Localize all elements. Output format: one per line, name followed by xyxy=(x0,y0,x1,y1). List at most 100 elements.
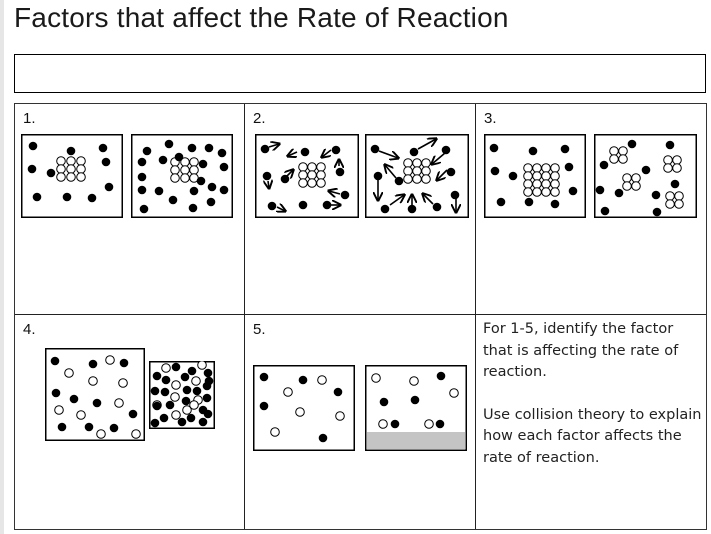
hollow-particle-icon xyxy=(532,171,542,181)
hollow-particle-icon xyxy=(307,178,317,188)
solid-particle-icon xyxy=(331,145,341,155)
factor-grid: 1. 2. 3. 4. 5. For 1-5, identify the fac… xyxy=(14,103,707,530)
solid-particle-icon xyxy=(627,139,637,149)
hollow-particle-icon xyxy=(631,181,641,191)
solid-particle-icon xyxy=(137,157,147,167)
hollow-particle-icon xyxy=(532,187,542,197)
hollow-particle-icon xyxy=(674,191,684,201)
solid-particle-icon xyxy=(651,190,661,200)
solid-particle-icon xyxy=(32,192,42,202)
hollow-particle-icon xyxy=(189,400,199,410)
hollow-particle-icon xyxy=(56,172,66,182)
solid-particle-icon xyxy=(165,400,175,410)
hollow-particle-icon xyxy=(609,154,619,164)
hollow-particle-icon xyxy=(270,427,280,437)
solid-particle-icon xyxy=(46,168,56,178)
hollow-particle-icon xyxy=(88,376,98,386)
solid-particle-icon xyxy=(137,185,147,195)
solid-particle-icon xyxy=(259,372,269,382)
solid-particle-icon xyxy=(119,358,129,368)
hollow-particle-icon xyxy=(674,199,684,209)
hollow-particle-icon xyxy=(197,361,207,370)
particle-diagram-left xyxy=(484,134,586,218)
solid-particle-icon xyxy=(300,147,310,157)
hollow-particle-icon xyxy=(161,363,171,373)
hollow-particle-icon xyxy=(412,158,422,168)
particle-diagram-right xyxy=(594,134,697,218)
hollow-particle-icon xyxy=(403,174,413,184)
solid-particle-icon xyxy=(528,146,538,156)
solid-particle-icon xyxy=(152,371,162,381)
cell-factor-5: 5. xyxy=(245,315,475,529)
hollow-particle-icon xyxy=(409,376,419,386)
motion-arrow-icon xyxy=(288,152,298,156)
solid-particle-icon xyxy=(187,143,197,153)
hollow-particle-icon xyxy=(114,398,124,408)
motion-arrow-icon xyxy=(385,165,397,179)
solid-particle-icon xyxy=(600,206,610,216)
hollow-particle-icon xyxy=(541,171,551,181)
hollow-particle-icon xyxy=(449,388,459,398)
solid-particle-icon xyxy=(69,394,79,404)
solid-particle-icon xyxy=(298,375,308,385)
hollow-particle-icon xyxy=(131,429,141,439)
solid-particle-icon xyxy=(109,423,119,433)
motion-arrow-icon xyxy=(268,144,279,147)
hollow-particle-icon xyxy=(609,146,619,156)
hollow-particle-icon xyxy=(180,173,190,183)
particle-diagram-left xyxy=(21,134,123,218)
page-title: Factors that affect the Rate of Reaction xyxy=(14,2,509,33)
solid-particle-icon xyxy=(435,419,445,429)
cell-number: 3. xyxy=(484,110,497,127)
solid-particle-icon xyxy=(496,197,506,207)
hollow-particle-icon xyxy=(76,410,86,420)
solid-particle-icon xyxy=(154,186,164,196)
solid-particle-icon xyxy=(665,140,675,150)
hollow-particle-icon xyxy=(316,178,326,188)
hollow-particle-icon xyxy=(54,405,64,415)
hollow-particle-icon xyxy=(622,173,632,183)
hollow-particle-icon xyxy=(298,178,308,188)
hollow-particle-icon xyxy=(550,163,560,173)
page-left-edge xyxy=(0,0,4,534)
solid-particle-icon xyxy=(104,182,114,192)
hollow-particle-icon xyxy=(421,174,431,184)
hollow-particle-icon xyxy=(335,411,345,421)
solid-particle-icon xyxy=(335,167,345,177)
solid-particle-icon xyxy=(380,204,390,214)
solid-particle-icon xyxy=(407,204,417,214)
solid-particle-icon xyxy=(159,413,169,423)
solid-particle-icon xyxy=(150,386,160,396)
hollow-particle-icon xyxy=(412,166,422,176)
hollow-particle-icon xyxy=(316,170,326,180)
particle-diagram-left xyxy=(255,134,359,218)
solid-particle-icon xyxy=(508,171,518,181)
solid-particle-icon xyxy=(180,372,190,382)
solid-particle-icon xyxy=(196,176,206,186)
answer-input-box[interactable] xyxy=(14,54,706,93)
hollow-particle-icon xyxy=(523,171,533,181)
particle-diagram-right xyxy=(365,365,467,451)
solid-particle-icon xyxy=(160,387,170,397)
solid-particle-icon xyxy=(192,386,202,396)
solid-particle-icon xyxy=(217,148,227,158)
hollow-particle-icon xyxy=(541,179,551,189)
hollow-particle-icon xyxy=(317,375,327,385)
solid-particle-icon xyxy=(441,145,451,155)
solid-particle-icon xyxy=(98,143,108,153)
solid-particle-icon xyxy=(641,165,651,175)
solid-particle-icon xyxy=(182,385,192,395)
solid-particle-icon xyxy=(174,152,184,162)
hollow-particle-icon xyxy=(532,179,542,189)
solid-particle-icon xyxy=(66,146,76,156)
hollow-particle-icon xyxy=(532,163,542,173)
solid-particle-icon xyxy=(57,422,67,432)
solid-particle-icon xyxy=(333,387,343,397)
hollow-particle-icon xyxy=(171,410,181,420)
hollow-particle-icon xyxy=(618,154,628,164)
solid-particle-icon xyxy=(87,193,97,203)
solid-particle-icon xyxy=(370,144,380,154)
hollow-particle-icon xyxy=(672,155,682,165)
solid-particle-icon xyxy=(436,371,446,381)
particle-diagram-left xyxy=(45,348,145,441)
